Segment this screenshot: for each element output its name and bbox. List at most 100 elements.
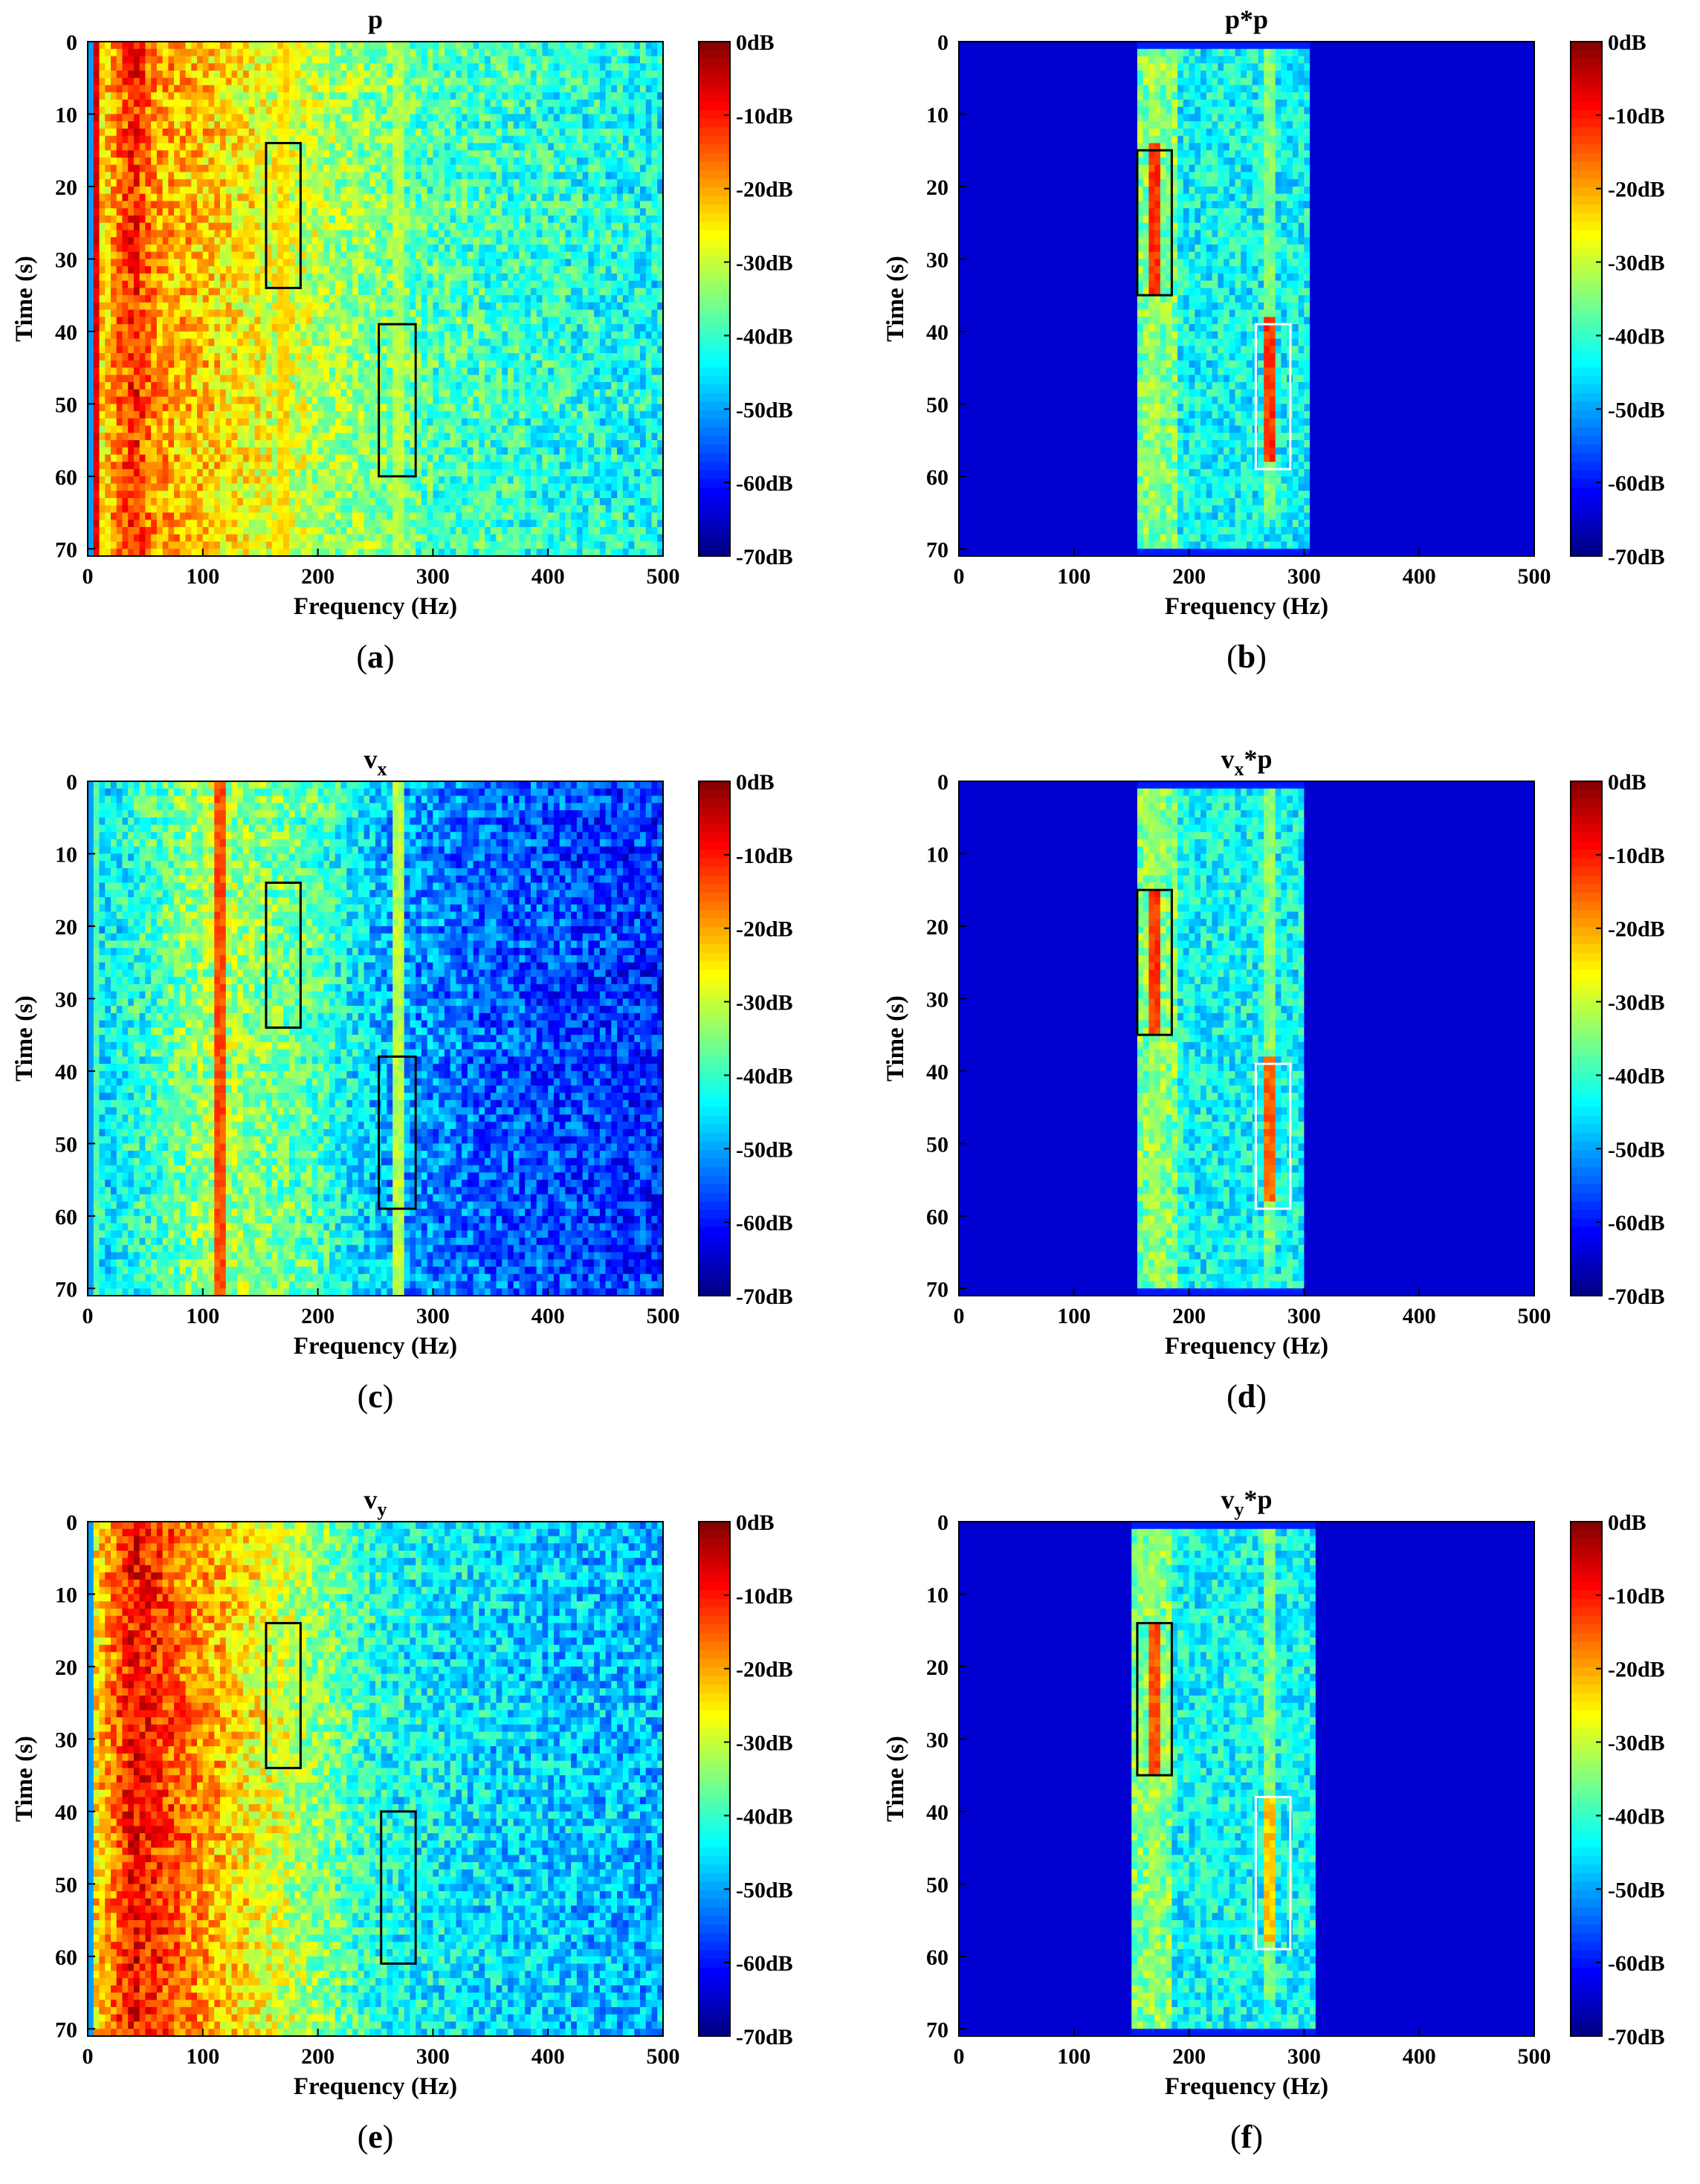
heatmap-cell <box>369 324 376 332</box>
heatmap-cell <box>237 317 244 325</box>
heatmap-cell <box>548 237 555 245</box>
heatmap-cell <box>479 222 485 231</box>
heatmap-cell <box>110 382 117 390</box>
heatmap-cell <box>363 273 370 282</box>
heatmap-cell <box>248 375 256 383</box>
heatmap-cell <box>542 135 549 144</box>
heatmap-cell <box>496 42 502 50</box>
heatmap-cell <box>271 244 279 253</box>
heatmap-cell <box>277 309 284 317</box>
heatmap-cell <box>594 382 601 390</box>
heatmap-cell <box>317 48 324 57</box>
heatmap-cell <box>490 193 497 202</box>
heatmap-cell <box>611 237 618 245</box>
heatmap-cell <box>151 179 158 187</box>
heatmap-cell <box>611 150 618 158</box>
heatmap-cell <box>110 338 117 346</box>
heatmap-cell <box>139 360 146 369</box>
heatmap-cell <box>323 266 330 274</box>
heatmap-cell <box>248 331 256 340</box>
heatmap-cell <box>99 193 106 202</box>
heatmap-cell <box>248 172 256 180</box>
heatmap-cell <box>634 186 641 195</box>
heatmap-cell <box>128 302 135 311</box>
heatmap-cell <box>416 193 422 202</box>
heatmap-cell <box>300 324 307 332</box>
heatmap-cell <box>116 389 123 398</box>
heatmap-cell <box>398 317 405 325</box>
heatmap-cell <box>599 396 607 404</box>
heatmap-cell <box>346 164 353 173</box>
heatmap-cell <box>277 375 284 383</box>
heatmap-cell <box>369 259 376 267</box>
heatmap-cell <box>605 128 612 137</box>
heatmap-cell <box>576 56 584 64</box>
heatmap-cell <box>237 150 244 158</box>
heatmap-cell <box>508 324 514 332</box>
heatmap-cell <box>548 251 555 259</box>
heatmap-cell <box>139 85 146 93</box>
heatmap-cell <box>439 164 445 173</box>
heatmap-cell <box>283 164 290 173</box>
heatmap-cell <box>151 135 158 144</box>
heatmap-cell <box>363 259 370 267</box>
heatmap-cell <box>485 215 491 224</box>
heatmap-cell <box>479 259 485 267</box>
heatmap-cell <box>439 309 445 317</box>
heatmap-cell <box>439 360 445 369</box>
heatmap-cell <box>462 273 468 282</box>
heatmap-cell <box>352 99 359 108</box>
heatmap-cell <box>139 128 146 137</box>
heatmap-cell <box>99 186 106 195</box>
heatmap-cell <box>392 230 399 238</box>
heatmap-cell <box>548 128 555 137</box>
heatmap-cell <box>622 324 630 332</box>
heatmap-cell <box>467 360 474 369</box>
heatmap-cell <box>133 396 140 404</box>
heatmap-cell <box>197 56 204 64</box>
heatmap-cell <box>473 114 479 122</box>
heatmap-cell <box>398 106 405 115</box>
heatmap-cell <box>294 70 301 79</box>
heatmap-cell <box>519 375 526 383</box>
heatmap-cell <box>485 338 491 346</box>
heatmap-cell <box>179 389 187 398</box>
heatmap-cell <box>485 186 491 195</box>
heatmap-cell <box>317 77 324 86</box>
heatmap-cell <box>105 157 111 166</box>
heatmap-cell <box>220 70 227 79</box>
heatmap-cell <box>628 309 635 317</box>
heatmap-cell <box>358 121 365 129</box>
heatmap-cell <box>242 99 250 108</box>
heatmap-cell <box>329 106 336 115</box>
heatmap-cell <box>191 266 198 274</box>
heatmap-cell <box>645 42 653 50</box>
heatmap-cell <box>139 266 146 274</box>
heatmap-cell <box>542 331 549 340</box>
heatmap-cell <box>605 389 612 398</box>
heatmap-cell <box>502 230 508 238</box>
heatmap-cell <box>133 63 140 71</box>
heatmap-cell <box>553 251 560 259</box>
heatmap-cell <box>404 63 411 71</box>
heatmap-cell <box>93 259 100 267</box>
heatmap-cell <box>151 106 158 115</box>
heatmap-cell <box>168 193 175 202</box>
heatmap-cell <box>306 353 313 361</box>
heatmap-cell <box>185 77 192 86</box>
heatmap-cell <box>536 99 543 108</box>
heatmap-cell <box>513 222 520 231</box>
heatmap-cell <box>462 208 468 216</box>
heatmap-cell <box>162 70 169 79</box>
heatmap-cell <box>576 193 584 202</box>
heatmap-cell <box>456 389 462 398</box>
heatmap-cell <box>93 114 100 122</box>
heatmap-cell <box>145 143 152 151</box>
heatmap-cell <box>530 77 537 86</box>
heatmap-cell <box>553 164 560 173</box>
heatmap-cell <box>530 85 537 93</box>
heatmap-cell <box>202 114 210 122</box>
heatmap-cell <box>599 70 607 79</box>
heatmap-cell <box>513 42 520 50</box>
heatmap-cell <box>197 63 204 71</box>
